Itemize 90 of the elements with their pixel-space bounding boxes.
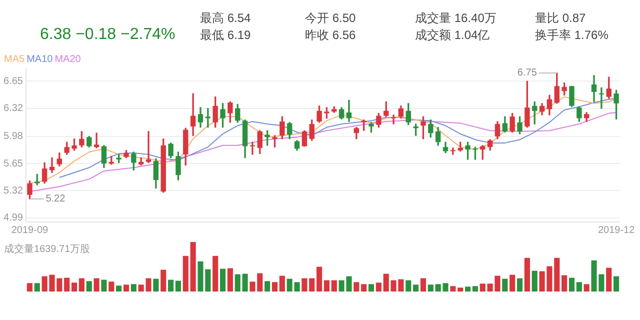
bar bbox=[71, 282, 78, 292]
y-tick-label: 6.32 bbox=[4, 103, 24, 114]
bar bbox=[516, 278, 523, 292]
bar bbox=[160, 270, 166, 292]
bar bbox=[562, 275, 568, 292]
bar bbox=[86, 281, 92, 292]
y-tick-label: 5.98 bbox=[4, 131, 24, 142]
bar bbox=[34, 283, 40, 292]
bar bbox=[168, 280, 174, 292]
bar bbox=[101, 280, 107, 292]
candlestick bbox=[250, 142, 256, 155]
bar bbox=[554, 258, 560, 292]
bar bbox=[406, 280, 412, 292]
text: 今开 6.50 bbox=[305, 10, 356, 27]
bar bbox=[361, 284, 367, 292]
bar bbox=[116, 286, 122, 292]
text: 量比 0.87 bbox=[535, 10, 586, 27]
bar bbox=[614, 276, 620, 292]
candlestick bbox=[390, 114, 396, 124]
bar bbox=[279, 276, 285, 292]
y-tick-label: 4.99 bbox=[4, 212, 24, 224]
y-tick-label: 5.65 bbox=[4, 158, 24, 170]
text: 成交量 16.40万 bbox=[415, 10, 496, 27]
candlestick bbox=[146, 131, 152, 164]
text: 成交额 1.04亿 bbox=[415, 27, 490, 44]
text: MA10 bbox=[26, 54, 53, 65]
candlestick bbox=[450, 148, 456, 155]
bar bbox=[376, 282, 382, 292]
bar bbox=[472, 286, 478, 292]
bar bbox=[576, 282, 582, 292]
chart-title: 成交量1639.71万股 bbox=[4, 242, 90, 256]
bar bbox=[250, 282, 256, 292]
bar bbox=[272, 282, 278, 292]
bar bbox=[465, 286, 471, 292]
candlestick bbox=[190, 93, 196, 136]
bar bbox=[78, 278, 84, 292]
bar bbox=[584, 284, 590, 292]
bar bbox=[480, 284, 486, 292]
bar bbox=[532, 270, 538, 292]
bar bbox=[331, 280, 337, 292]
text: 6.38 −0.18 −2.74% bbox=[40, 26, 176, 44]
bar bbox=[94, 278, 100, 292]
bar bbox=[190, 242, 196, 292]
bar bbox=[227, 268, 233, 292]
y-tick-label: 5.32 bbox=[4, 185, 24, 196]
candlestick bbox=[598, 87, 604, 109]
bar bbox=[123, 284, 130, 292]
text: 昨收 6.56 bbox=[305, 27, 356, 44]
candlestick bbox=[346, 100, 352, 122]
bar bbox=[383, 274, 389, 292]
bar bbox=[108, 282, 114, 292]
y-tick-label: 6.65 bbox=[4, 76, 24, 87]
bar bbox=[502, 278, 508, 292]
bar bbox=[368, 284, 374, 292]
bar bbox=[182, 256, 188, 292]
bar bbox=[568, 278, 575, 292]
bar bbox=[64, 278, 70, 292]
bar bbox=[524, 258, 530, 292]
bar bbox=[606, 268, 612, 292]
bar bbox=[212, 256, 218, 292]
bar bbox=[324, 280, 330, 292]
bar bbox=[26, 283, 32, 292]
bar bbox=[175, 280, 181, 292]
bar bbox=[220, 268, 226, 292]
candlestick bbox=[94, 132, 100, 148]
bar bbox=[257, 273, 263, 292]
bar bbox=[153, 278, 159, 292]
bar bbox=[264, 281, 270, 292]
bar bbox=[354, 282, 360, 292]
bar bbox=[316, 266, 322, 292]
bar bbox=[302, 278, 308, 292]
bar bbox=[510, 274, 516, 292]
bar bbox=[309, 278, 315, 292]
bar bbox=[234, 274, 240, 292]
annotation: 6.75 bbox=[517, 68, 538, 79]
bar bbox=[450, 286, 456, 292]
bar bbox=[242, 274, 248, 292]
text: 换手率 1.76% bbox=[535, 27, 608, 44]
x-tick-label: 2019-09 bbox=[11, 224, 48, 236]
x-tick-label: 2019-12 bbox=[598, 224, 636, 236]
bar bbox=[420, 278, 426, 292]
bar bbox=[428, 284, 434, 292]
annotation: 5.22 bbox=[46, 194, 66, 205]
bar bbox=[458, 288, 464, 292]
bar bbox=[413, 284, 419, 292]
text: 最低 6.19 bbox=[200, 27, 251, 44]
text: 最高 6.54 bbox=[200, 10, 251, 27]
text: MA5 bbox=[4, 54, 25, 65]
bar bbox=[130, 284, 136, 292]
text: MA20 bbox=[54, 54, 81, 65]
